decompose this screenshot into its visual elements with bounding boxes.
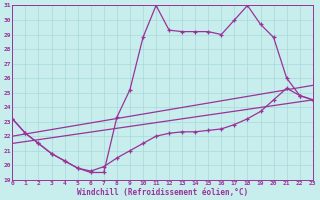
X-axis label: Windchill (Refroidissement éolien,°C): Windchill (Refroidissement éolien,°C) (77, 188, 248, 197)
